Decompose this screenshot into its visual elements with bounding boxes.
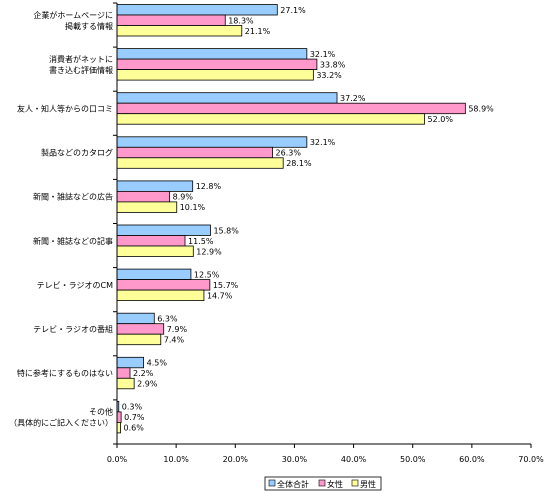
legend: 全体合計 女性 男性 [264, 476, 382, 491]
category-label-8-1: テレビ・ラジオの番組 [33, 324, 113, 334]
value-label-10-1: 0.3% [122, 403, 143, 412]
category-label-2-1: 消費者がネットに [49, 54, 113, 64]
value-label-3-2: 58.9% [468, 104, 494, 113]
bar-7-2 [116, 279, 211, 291]
value-label-7-3: 14.7% [207, 291, 233, 300]
bar-5-3 [116, 201, 178, 213]
value-label-7-1: 12.5% [194, 270, 220, 279]
bar-10-2 [116, 411, 122, 423]
category-label-7-1: テレビ・ラジオのCM [37, 281, 113, 290]
value-label-8-1: 6.3% [157, 314, 178, 323]
value-label-5-2: 8.9% [173, 193, 194, 202]
category-label-3-1: 友人・知人等からの口コミ [17, 103, 113, 113]
value-label-3-3: 52.0% [428, 115, 454, 124]
value-label-9-2: 2.2% [133, 369, 154, 378]
value-label-2-2: 33.8% [320, 60, 346, 69]
value-label-10-3: 0.6% [124, 424, 145, 433]
category-label-5-1: 新聞・雑誌などの広告 [33, 192, 113, 202]
bar-1-2 [116, 14, 226, 26]
legend-swatch-1 [268, 479, 276, 487]
bar-1-3 [116, 25, 243, 37]
category-label-10-2: （具体的にご記入ください） [9, 418, 113, 428]
value-label-1-1: 27.1% [280, 6, 306, 15]
value-label-9-1: 4.5% [147, 359, 168, 368]
bar-7-3 [116, 289, 205, 302]
category-label-10-1: その他 [89, 407, 113, 417]
value-label-5-1: 12.8% [196, 182, 222, 191]
bar-3-3 [116, 113, 425, 125]
category-label-6-1: 新聞・雑誌などの記事 [33, 236, 113, 246]
value-label-6-2: 11.5% [188, 237, 214, 246]
value-label-2-3: 33.2% [316, 71, 342, 80]
x-tick-label-4: 40.0% [341, 455, 367, 464]
bar-8-1 [116, 312, 155, 325]
x-tick-label-1: 10.0% [163, 455, 189, 464]
plot-area: 27.1%18.3%21.1%32.1%33.8%33.2%37.2%58.9%… [113, 2, 531, 445]
x-tick-label-5: 50.0% [400, 455, 426, 464]
legend-label-1: 全体合計 [277, 479, 309, 489]
value-label-1-2: 18.3% [228, 16, 254, 25]
bar-4-3 [116, 157, 284, 169]
x-axis-ticks: 0.0% 10.0% 20.0% 30.0% 40.0% 50.0% 60.0% 70.0% [107, 444, 544, 464]
x-tick-label-7: 70.0% [518, 455, 544, 464]
bar-3-1 [116, 92, 338, 104]
bar-2-3 [116, 69, 314, 81]
bar-4-1 [116, 136, 308, 148]
category-label-4-1: 製品などのカタログ [41, 148, 113, 158]
value-label-8-2: 7.9% [167, 325, 188, 334]
bar-6-1 [116, 224, 211, 236]
legend-swatch-3 [351, 479, 359, 487]
value-label-4-3: 28.1% [286, 159, 312, 168]
bar-9-1 [116, 356, 145, 369]
value-label-6-1: 15.8% [213, 226, 239, 235]
bar-2-2 [116, 58, 318, 70]
bar-5-1 [116, 180, 194, 192]
legend-label-2: 女性 [327, 479, 343, 489]
bar-8-2 [116, 323, 165, 335]
bar-6-3 [116, 245, 194, 257]
x-tick-label-6: 60.0% [459, 455, 485, 464]
value-label-5-3: 10.1% [180, 203, 206, 212]
bar-7-1 [116, 268, 192, 281]
category-label-1-2: 掲載する情報 [65, 21, 113, 31]
category-label-2-2: 書き込む評価情報 [49, 65, 113, 75]
value-label-8-3: 7.4% [164, 335, 185, 344]
value-label-10-2: 0.7% [124, 413, 145, 422]
category-labels: 企業がホームページに掲載する情報消費者がネットに書き込む評価情報友人・知人等から… [9, 10, 113, 428]
bar-3-2 [116, 102, 466, 115]
value-label-2-1: 32.1% [310, 50, 336, 59]
bar-4-2 [116, 146, 273, 159]
bar-5-2 [116, 190, 171, 203]
bar-9-2 [116, 367, 131, 379]
value-label-1-3: 21.1% [245, 27, 271, 36]
bar-10-3 [116, 421, 121, 434]
category-label-1-1: 企業がホームページに [33, 10, 113, 20]
x-tick-label-3: 30.0% [282, 455, 308, 464]
bar-2-1 [116, 48, 308, 60]
category-label-9-1: 特に参考にするものはない [17, 368, 113, 378]
bar-1-1 [116, 4, 278, 16]
bar-8-3 [116, 333, 162, 346]
legend-swatch-2 [318, 479, 326, 487]
value-label-9-3: 2.9% [137, 380, 158, 389]
bar-9-3 [116, 377, 135, 390]
value-label-4-1: 32.1% [310, 138, 336, 147]
bar-6-2 [116, 235, 186, 247]
value-label-3-1: 37.2% [340, 94, 366, 103]
value-label-7-2: 15.7% [213, 281, 239, 290]
value-label-6-3: 12.9% [196, 247, 222, 256]
legend-label-3: 男性 [360, 479, 376, 489]
value-label-4-2: 26.3% [276, 149, 302, 158]
x-tick-label-0: 0.0% [107, 455, 128, 464]
x-tick-label-2: 20.0% [223, 455, 249, 464]
